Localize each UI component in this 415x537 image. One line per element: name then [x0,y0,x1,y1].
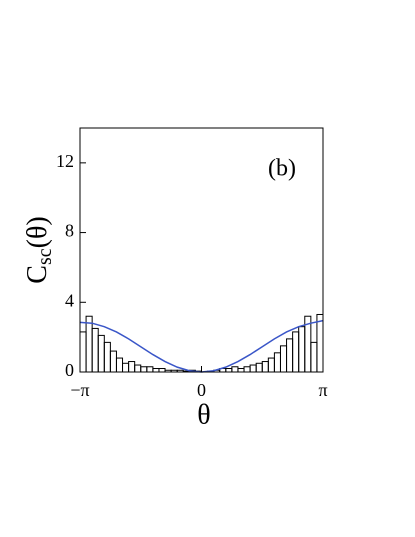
x-tick-label: π [318,380,327,400]
histogram-bar [310,341,318,373]
histogram-bar [237,368,245,373]
histogram-bar [292,331,300,373]
histogram-bar [286,338,294,373]
x-axis-label: θ [197,399,210,430]
histogram-bar [79,331,87,373]
x-tick-label: 0 [197,380,206,400]
histogram-bar [249,364,257,373]
y-label-tail: (θ) [22,216,53,248]
histogram-bar [152,368,160,373]
histogram-bar [85,315,93,373]
histogram-bar [91,327,99,373]
histogram-bar [298,326,306,373]
histogram-bar [255,362,263,373]
histogram-bar [97,334,105,373]
histogram-bar [134,364,142,373]
y-axis-label: Csc(θ) [22,216,55,283]
y-tick-label: 4 [65,290,74,310]
histogram-bar [267,357,275,373]
y-label-sub: sc [34,248,56,265]
y-label-main: C [22,265,53,284]
histogram-bar [261,361,269,373]
y-tick-label: 12 [56,151,74,171]
annotation: (b) [268,156,296,182]
histogram-bar [146,366,154,373]
histogram-bar [231,366,239,373]
x-tick-label: −π [70,380,89,400]
histogram-bar [128,361,136,373]
histogram-bar [273,352,281,373]
histogram-bar [109,350,117,373]
histogram-bar [115,357,124,373]
histogram-bar [279,345,288,373]
histogram-bar [122,362,130,373]
histogram-bar [316,313,324,373]
histogram-bar [225,368,233,373]
histogram-bar [140,366,148,373]
histogram-bar [103,341,111,373]
y-tick-label: 8 [65,221,74,241]
y-tick-label: 0 [65,360,74,380]
histogram-bar [158,368,166,373]
histogram-bar [243,366,251,373]
